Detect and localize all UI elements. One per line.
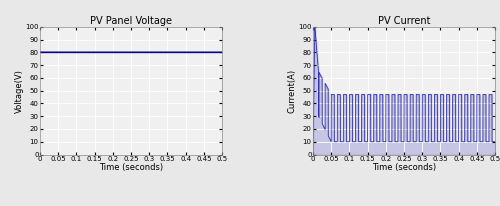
Title: PV Panel Voltage: PV Panel Voltage — [90, 16, 172, 26]
Y-axis label: Voltage(V): Voltage(V) — [14, 69, 24, 112]
X-axis label: Time (seconds): Time (seconds) — [99, 163, 163, 172]
X-axis label: Time (seconds): Time (seconds) — [372, 163, 436, 172]
Title: PV Current: PV Current — [378, 16, 430, 26]
Y-axis label: Current(A): Current(A) — [288, 69, 296, 113]
